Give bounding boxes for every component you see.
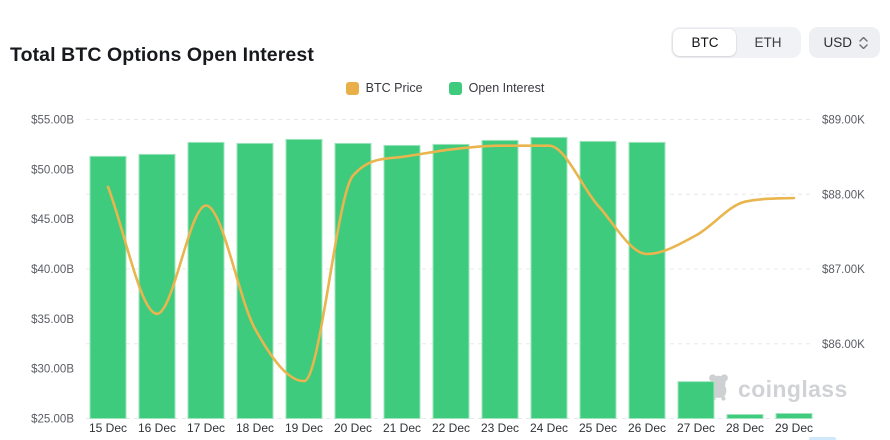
header-controls: BTC ETH USD — [671, 27, 880, 58]
y-axis-left-tick: $45.00B — [31, 214, 74, 226]
open-interest-bar-29-dec[interactable] — [775, 413, 813, 419]
open-interest-bar-24-dec[interactable] — [530, 136, 568, 419]
coin-toggle-btc-button[interactable]: BTC — [673, 29, 737, 56]
open-interest-bar-28-dec[interactable] — [726, 414, 764, 420]
coinglass-watermark: coinglass — [705, 373, 848, 406]
legend-label-open-interest: Open Interest — [468, 81, 545, 95]
open-interest-bar-23-dec[interactable] — [481, 139, 519, 419]
coinglass-bear-icon — [705, 373, 732, 406]
x-axis-label: 21 Dec — [383, 421, 421, 435]
x-axis-label: 29 Dec — [775, 421, 813, 435]
x-axis-label: 23 Dec — [481, 421, 519, 435]
x-axis-label: 18 Dec — [236, 421, 274, 435]
y-axis-right-tick: $86.00K — [822, 339, 865, 351]
x-axis-label: 28 Dec — [726, 421, 764, 435]
open-interest-bar-19-dec[interactable] — [285, 138, 323, 420]
y-axis-right-tick: $87.00K — [822, 264, 865, 276]
legend-label-btc-price: BTC Price — [365, 81, 423, 95]
x-axis-label: 19 Dec — [285, 421, 323, 435]
open-interest-swatch-icon — [448, 81, 462, 95]
open-interest-bar-20-dec[interactable] — [334, 142, 372, 419]
y-axis-right-tick: $88.00K — [822, 189, 865, 201]
open-interest-bar-16-dec[interactable] — [138, 153, 176, 419]
currency-select-value: USD — [823, 35, 852, 50]
currency-select[interactable]: USD — [809, 27, 880, 58]
chart-zoom-slider-fragment — [809, 437, 836, 440]
x-axis-label: 20 Dec — [334, 421, 372, 435]
y-axis-left-tick: $55.00B — [31, 115, 74, 127]
x-axis-label: 27 Dec — [677, 421, 715, 435]
open-interest-bar-17-dec[interactable] — [187, 141, 225, 419]
coin-toggle: BTC ETH — [671, 27, 802, 58]
open-interest-bar-18-dec[interactable] — [236, 142, 274, 419]
open-interest-bar-22-dec[interactable] — [432, 143, 470, 420]
chevron-up-down-icon — [859, 36, 868, 49]
open-interest-bar-21-dec[interactable] — [383, 144, 421, 419]
x-axis-label: 22 Dec — [432, 421, 470, 435]
x-axis-label: 25 Dec — [579, 421, 617, 435]
x-axis-label: 24 Dec — [530, 421, 568, 435]
x-axis-label: 26 Dec — [628, 421, 666, 435]
x-axis-label: 15 Dec — [89, 421, 127, 435]
y-axis-left-tick: $40.00B — [31, 264, 74, 276]
y-axis-left-tick: $30.00B — [31, 364, 74, 376]
y-axis-left-tick: $50.00B — [31, 164, 74, 176]
coin-toggle-eth-button[interactable]: ETH — [736, 29, 799, 56]
chart-legend: BTC Price Open Interest — [0, 81, 890, 95]
x-axis-label: 17 Dec — [187, 421, 225, 435]
x-axis-label: 16 Dec — [138, 421, 176, 435]
legend-item-open-interest[interactable]: Open Interest — [448, 81, 545, 95]
page-title: Total BTC Options Open Interest — [10, 44, 314, 67]
y-axis-left-tick: $25.00B — [31, 414, 74, 426]
btc-price-line[interactable] — [106, 144, 796, 383]
open-interest-bar-27-dec[interactable] — [677, 381, 715, 419]
legend-item-btc-price[interactable]: BTC Price — [345, 81, 423, 95]
open-interest-bar-25-dec[interactable] — [579, 140, 617, 419]
open-interest-bar-26-dec[interactable] — [628, 141, 666, 419]
open-interest-bar-15-dec[interactable] — [89, 155, 127, 419]
y-axis-left-tick: $35.00B — [31, 314, 74, 326]
btc-price-swatch-icon — [345, 81, 359, 95]
coinglass-watermark-text: coinglass — [738, 376, 848, 402]
y-axis-right-tick: $89.00K — [822, 115, 865, 127]
